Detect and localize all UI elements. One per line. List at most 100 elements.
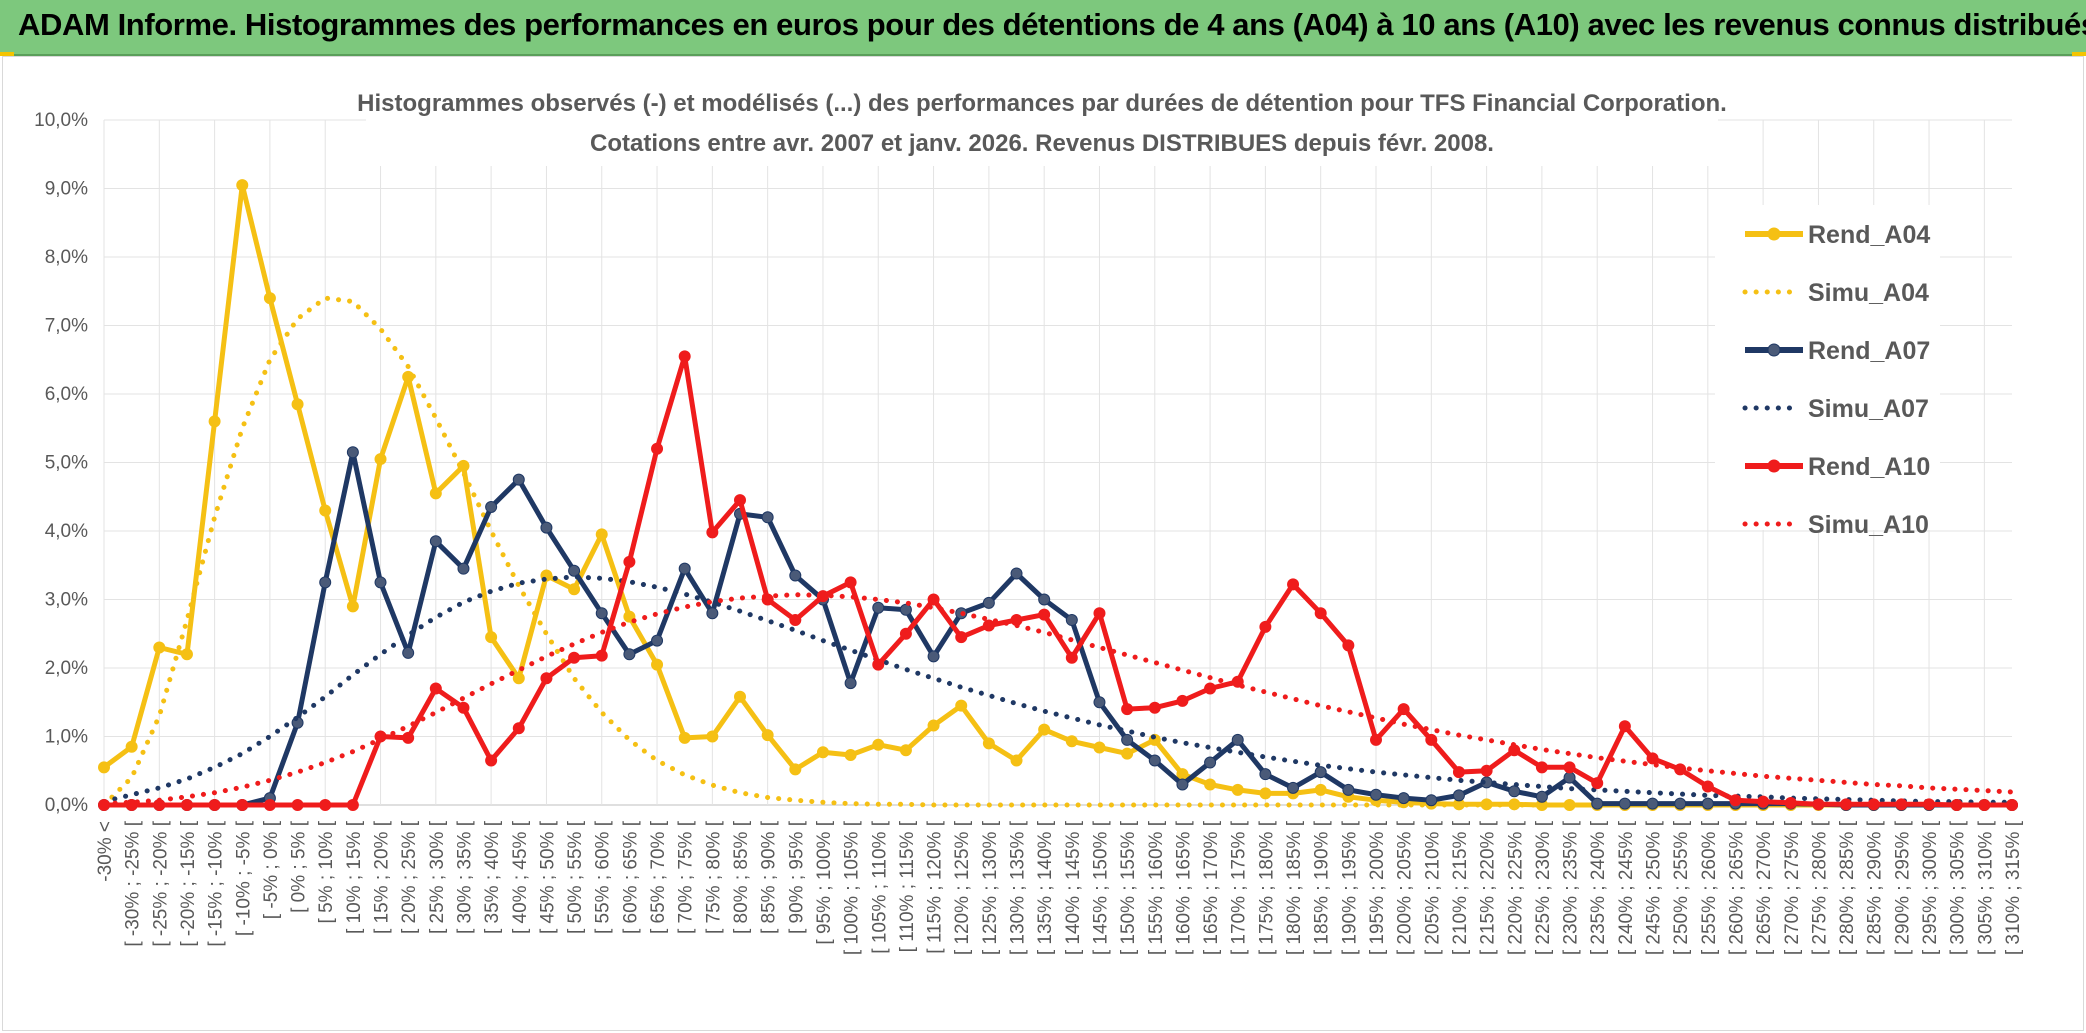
data-point-rend_a10 (2006, 799, 2018, 811)
series-line-simu_a10 (101, 592, 2015, 807)
data-point-rend_a07 (595, 607, 608, 620)
x-tick-label: [ 300% ; 305% [ (1948, 820, 1969, 955)
data-point-rend_a04 (1010, 754, 1023, 767)
data-point-rend_a07 (1425, 794, 1438, 807)
data-point-rend_a10 (1176, 694, 1189, 707)
x-tick-label: [ 60% ; 65% [ (620, 820, 641, 934)
x-tick-label: [ 120% ; 125% [ (952, 820, 973, 955)
x-tick-label: [ 10% ; 15% [ (344, 820, 365, 934)
x-tick-label: [ 95% ; 100% [ (814, 820, 835, 944)
legend-background (1715, 205, 1940, 530)
x-tick-label: [ 175% ; 180% [ (1256, 820, 1277, 955)
data-point-rend_a10 (1950, 799, 1963, 811)
y-tick-label: 5,0% (45, 453, 88, 474)
data-point-rend_a10 (1812, 798, 1825, 811)
data-point-rend_a10 (955, 631, 968, 644)
chart-subtitle: Cotations entre avr. 2007 et janv. 2026.… (590, 130, 1494, 157)
data-point-rend_a10 (346, 799, 359, 811)
data-point-rend_a07 (540, 521, 553, 534)
data-point-rend_a10 (1563, 761, 1576, 774)
data-point-rend_a07 (1093, 696, 1106, 709)
data-point-rend_a10 (1425, 733, 1438, 746)
data-point-rend_a07 (1314, 766, 1327, 779)
data-point-rend_a07 (1646, 797, 1659, 810)
legend-label-rend_a10: Rend_A10 (1808, 453, 1930, 481)
x-tick-label: [ 0% ; 5% [ (289, 820, 310, 913)
data-point-rend_a07 (1452, 789, 1465, 802)
data-point-rend_a10 (263, 799, 276, 811)
data-point-rend_a10 (899, 627, 912, 640)
corner-accent-top-left (0, 52, 14, 56)
data-point-rend_a04 (678, 731, 691, 744)
data-point-rend_a10 (734, 494, 746, 507)
x-tick-label: [ 205% ; 210% [ (1422, 820, 1443, 955)
x-tick-label: [ 40% ; 45% [ (510, 820, 531, 934)
x-tick-label: [ 240% ; 245% [ (1616, 820, 1637, 955)
legend-label-rend_a04: Rend_A04 (1808, 221, 1930, 249)
x-tick-label: [ 145% ; 150% [ (1090, 820, 1111, 955)
data-point-rend_a10 (982, 619, 995, 632)
x-tick-label: [ 155% ; 160% [ (1146, 820, 1167, 955)
x-tick-label: -30% < (95, 821, 116, 882)
data-point-rend_a10 (1867, 798, 1880, 811)
x-tick-label: [ 310% ; 315% [ (2003, 820, 2024, 955)
data-point-rend_a07 (678, 562, 691, 575)
data-point-rend_a10 (1701, 780, 1714, 793)
x-tick-label: [ 20% ; 25% [ (399, 820, 420, 934)
data-point-rend_a04 (208, 415, 221, 428)
data-point-rend_a10 (1784, 796, 1797, 809)
x-tick-label: [ 250% ; 255% [ (1671, 820, 1692, 955)
data-point-rend_a04 (595, 528, 608, 541)
data-point-rend_a10 (1093, 607, 1106, 620)
data-point-rend_a10 (1646, 752, 1659, 765)
x-tick-label: [ -30% ; -25% [ (123, 820, 144, 946)
data-point-rend_a04 (374, 453, 387, 466)
x-tick-label: [ 55% ; 60% [ (593, 820, 614, 934)
data-point-rend_a10 (319, 799, 332, 811)
data-point-rend_a07 (1535, 790, 1548, 803)
data-point-rend_a04 (927, 719, 940, 732)
data-point-rend_a04 (734, 690, 746, 703)
legend-label-simu_a07: Simu_A07 (1808, 395, 1929, 423)
x-tick-label: [ 290% ; 295% [ (1892, 820, 1913, 955)
x-tick-label: [ 195% ; 200% [ (1367, 820, 1388, 955)
x-tick-label: [ 125% ; 130% [ (980, 820, 1001, 955)
data-point-rend_a10 (1397, 703, 1410, 716)
data-point-rend_a10 (651, 442, 664, 455)
legend-marker-rend_a10 (1767, 459, 1781, 473)
x-tick-label: [ 280% ; 285% [ (1837, 820, 1858, 955)
data-point-rend_a07 (872, 601, 885, 614)
series-line-simu_a04 (101, 295, 2015, 808)
y-tick-label: 1,0% (45, 727, 88, 748)
data-point-rend_a10 (844, 576, 857, 589)
y-tick-label: 4,0% (45, 521, 88, 542)
chart-grid (103, 119, 2012, 806)
x-tick-label: [ 210% ; 215% [ (1450, 820, 1471, 955)
x-tick-label: [ -20% ; -15% [ (178, 820, 199, 946)
data-point-rend_a04 (1204, 778, 1217, 791)
x-tick-label: [ 15% ; 20% [ (372, 820, 393, 934)
data-point-rend_a07 (1148, 754, 1161, 767)
data-point-rend_a04 (899, 744, 912, 757)
data-point-rend_a10 (1618, 720, 1631, 733)
data-point-rend_a10 (1314, 607, 1327, 620)
x-tick-label: [ 75% ; 80% [ (703, 820, 724, 934)
data-point-rend_a10 (485, 754, 498, 767)
x-tick-label: [ 230% ; 235% [ (1561, 820, 1582, 955)
data-point-rend_a10 (1259, 620, 1272, 633)
data-point-rend_a04 (1314, 783, 1327, 796)
data-point-rend_a07 (346, 446, 359, 459)
data-point-rend_a07 (1038, 593, 1051, 606)
data-point-rend_a07 (1591, 797, 1604, 810)
x-tick-label: [ 35% ; 40% [ (482, 820, 503, 934)
data-point-rend_a10 (1591, 777, 1604, 790)
legend-marker-rend_a04 (1767, 227, 1781, 241)
x-tick-label: [ 130% ; 135% [ (1008, 820, 1029, 955)
x-tick-label: [ 65% ; 70% [ (648, 820, 669, 934)
data-point-rend_a10 (1065, 651, 1078, 664)
x-tick-label: [ 200% ; 205% [ (1395, 820, 1416, 955)
data-point-rend_a04 (346, 600, 359, 613)
legend-label-simu_a04: Simu_A04 (1808, 279, 1929, 307)
y-tick-label: 6,0% (45, 384, 88, 405)
